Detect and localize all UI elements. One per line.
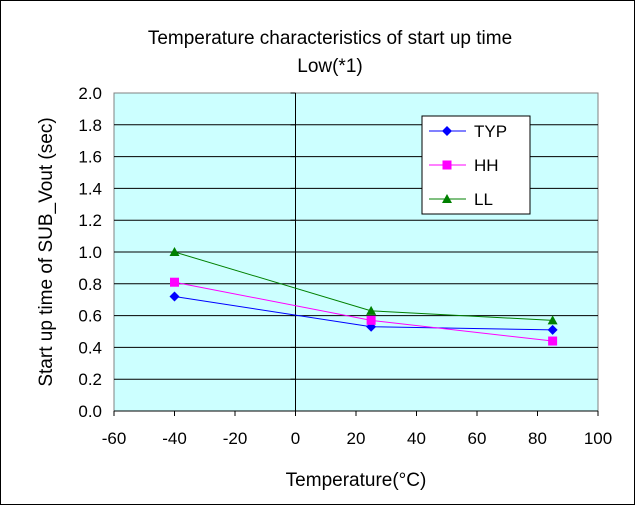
chart-subtitle: Low(*1) <box>297 56 362 77</box>
legend-label-ll: LL <box>474 190 493 209</box>
axes <box>113 92 599 416</box>
data-point-typ <box>169 291 180 302</box>
data-point-hh <box>548 336 558 346</box>
x-tick-label: 60 <box>468 429 487 448</box>
y-tick-label: 2.0 <box>78 84 102 103</box>
data-point-typ <box>547 324 558 335</box>
legend-marker-typ <box>442 126 452 136</box>
y-tick-label: 1.6 <box>78 148 102 167</box>
x-tick-label: 20 <box>347 429 366 448</box>
y-tick-label: 0.8 <box>78 275 102 294</box>
y-tick-label: 1.0 <box>78 243 102 262</box>
legend-marker-hh <box>442 160 452 170</box>
y-tick-label: 1.8 <box>78 116 102 135</box>
y-tick-labels: 0.0 0.2 0.4 0.6 0.8 1.0 1.2 1.4 1.6 1.8 2.0 <box>78 84 102 421</box>
x-tick-label: -40 <box>162 429 187 448</box>
data-point-ll <box>366 305 377 315</box>
chart-title: Temperature characteristics of start up … <box>148 28 512 49</box>
y-tick-label: 0.6 <box>78 307 102 326</box>
data-point-ll <box>169 247 180 256</box>
legend-label-typ: TYP <box>474 122 507 141</box>
series-lines <box>169 247 558 346</box>
legend: TYP HH LL <box>421 115 531 215</box>
x-tick-label: 80 <box>528 429 547 448</box>
y-tick-label: 0.0 <box>78 402 102 421</box>
x-tick-label: -60 <box>102 429 127 448</box>
legend-label-hh: HH <box>474 156 499 175</box>
data-point-hh <box>170 277 179 287</box>
y-tick-label: 0.2 <box>78 370 102 389</box>
y-tick-label: 1.2 <box>78 211 102 230</box>
data-point-ll <box>547 315 558 325</box>
legend-marker-ll <box>442 194 452 203</box>
x-tick-label: 0 <box>291 429 300 448</box>
y-axis-label: Start up time of SUB_Vout (sec) <box>36 117 57 386</box>
y-tick-label: 0.4 <box>78 338 102 357</box>
x-axis-label: Temperature(°C) <box>286 470 427 491</box>
x-tick-label: 40 <box>407 429 426 448</box>
y-tick-label: 1.4 <box>78 179 102 198</box>
x-tick-label: 100 <box>584 429 612 448</box>
x-tick-label: -20 <box>223 429 248 448</box>
data-point-hh <box>366 315 376 325</box>
x-tick-labels: -60 -40 -20 0 20 40 60 80 100 <box>102 429 612 448</box>
